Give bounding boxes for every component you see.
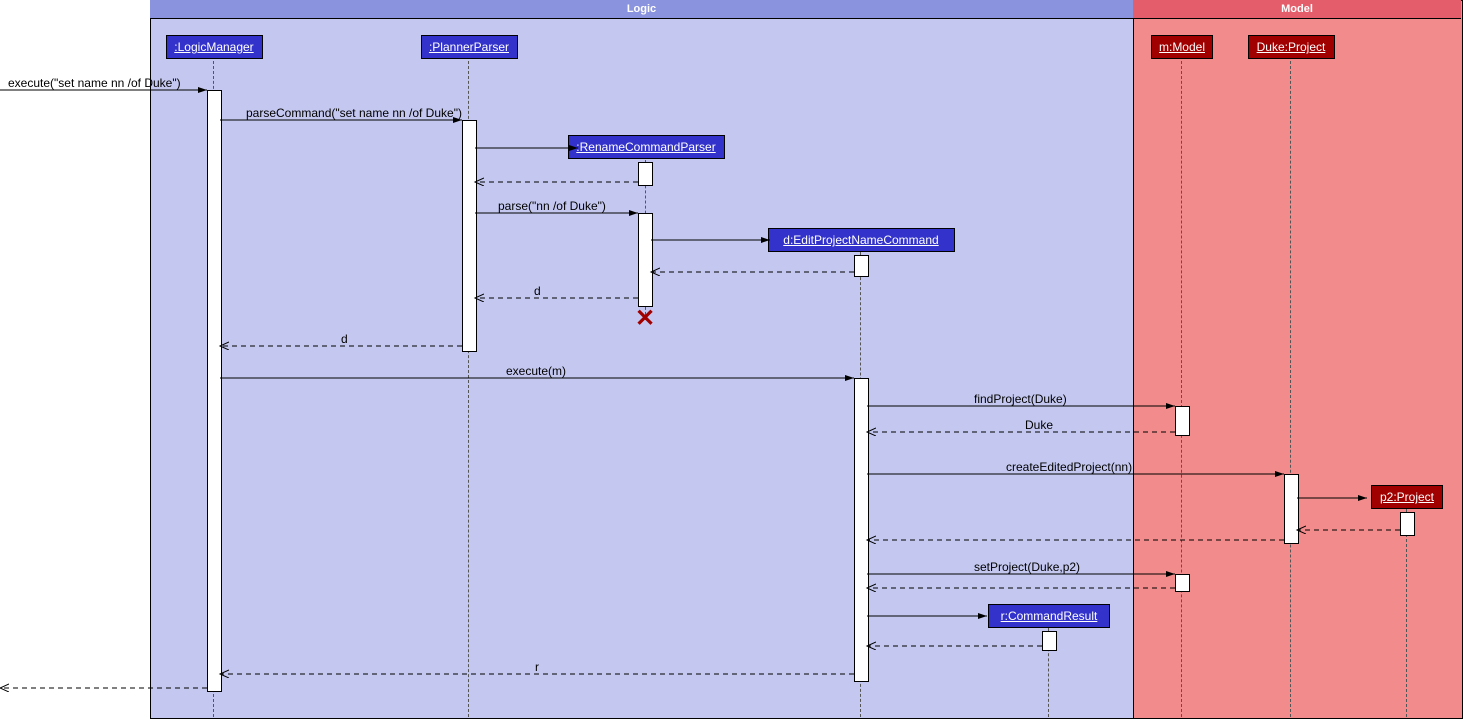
participant-pp: :PlannerParser: [421, 35, 518, 59]
activation-dp-7: [1284, 474, 1299, 544]
message-label-16: setProject(Duke,p2): [974, 560, 1080, 574]
activation-pp-1: [462, 120, 477, 352]
message-label-11: Duke: [1025, 418, 1053, 432]
message-label-4: parse("nn /of Duke"): [498, 199, 606, 213]
message-label-9: execute(m): [506, 364, 566, 378]
message-label-1: parseCommand("set name nn /of Duke"): [246, 106, 462, 120]
message-label-7: d: [534, 284, 541, 298]
participant-epc: d:EditProjectNameCommand: [768, 228, 955, 252]
frame-header-logic: Logic: [150, 0, 1133, 19]
activation-epc-5: [854, 378, 869, 682]
participant-p2: p2:Project: [1371, 485, 1443, 509]
message-label-10: findProject(Duke): [974, 392, 1067, 406]
message-label-8: d: [341, 332, 348, 346]
activation-lm-0: [207, 90, 222, 692]
activation-p2-8: [1400, 512, 1415, 536]
frame-model: Model: [1133, 0, 1463, 719]
participant-dp: Duke:Project: [1248, 35, 1335, 59]
participant-rcp: :RenameCommandParser: [568, 135, 725, 159]
activation-rcp-2: [638, 162, 653, 186]
lifeline-m: [1181, 56, 1182, 717]
activation-m-9: [1175, 574, 1190, 592]
destroy-mark-0: ✕: [635, 304, 655, 333]
lifeline-p2: [1406, 509, 1407, 717]
participant-m: m:Model: [1151, 35, 1213, 59]
activation-epc-4: [854, 255, 869, 277]
activation-rcp-3: [638, 213, 653, 307]
activation-cr-10: [1042, 631, 1057, 651]
message-label-0: execute("set name nn /of Duke"): [8, 76, 181, 90]
participant-lm: :LogicManager: [166, 35, 263, 59]
lifeline-dp: [1290, 56, 1291, 717]
frame-header-model: Model: [1133, 0, 1461, 19]
message-label-12: createEditedProject(nn): [1006, 460, 1132, 474]
activation-m-6: [1175, 406, 1190, 436]
message-label-20: r: [535, 660, 539, 674]
participant-cr: r:CommandResult: [988, 604, 1110, 628]
